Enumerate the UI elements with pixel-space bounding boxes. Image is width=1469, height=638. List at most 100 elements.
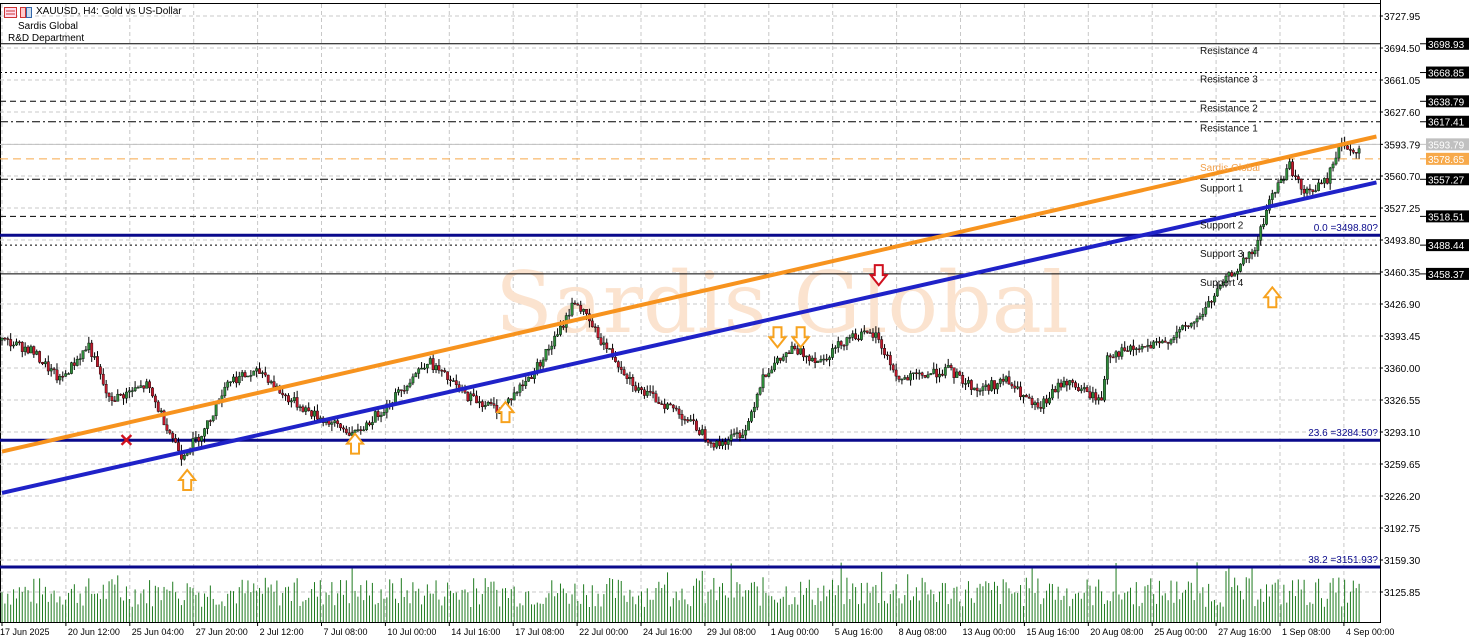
- candle-bull: [478, 401, 481, 404]
- candle-bull: [926, 374, 930, 378]
- candle-bull: [1056, 382, 1060, 393]
- candle-bull: [917, 372, 921, 375]
- candle-bear: [243, 372, 247, 378]
- price-marker-label: 3617.41: [1428, 118, 1465, 129]
- candle-bull: [200, 436, 204, 442]
- candle-bull: [159, 410, 163, 413]
- candle-bear: [454, 380, 458, 385]
- candle-bear: [174, 438, 178, 443]
- candle-bull: [136, 387, 140, 389]
- candle-bull: [1103, 379, 1106, 401]
- arrow-up-icon: [495, 400, 516, 424]
- candle-bear: [284, 394, 287, 397]
- candle-bear: [272, 381, 276, 388]
- candle-bull: [755, 393, 759, 408]
- candle-bear: [38, 351, 42, 363]
- candle-bear: [1024, 394, 1028, 398]
- candle-bear: [3, 337, 7, 340]
- candle-bull: [269, 381, 273, 383]
- price-marker-box: [1426, 267, 1469, 280]
- candle-bull: [645, 390, 649, 396]
- candle-bear: [96, 356, 99, 367]
- time-tick-label: 22 Jul 00:00: [579, 627, 628, 637]
- candle-bull: [1097, 397, 1101, 401]
- candle-bull: [1218, 285, 1222, 289]
- candle-bear: [674, 407, 678, 410]
- candle-bull: [556, 334, 559, 337]
- time-tick-label: 1 Aug 00:00: [771, 627, 819, 637]
- candle-bull: [744, 430, 748, 436]
- candle-bull: [1192, 321, 1196, 324]
- candle-bull: [1256, 240, 1260, 251]
- candle-bear: [813, 357, 817, 363]
- candle-bear: [625, 374, 629, 379]
- arrow-up-icon: [177, 468, 198, 492]
- candle-bull: [420, 368, 423, 370]
- candle-bull: [1042, 398, 1046, 409]
- candle-bear: [1244, 257, 1248, 260]
- candle-bear: [868, 332, 872, 334]
- candle-bull: [1004, 376, 1008, 382]
- price-marker-box: [1426, 66, 1469, 79]
- candle-bear: [677, 408, 681, 415]
- candle-bear: [651, 391, 655, 394]
- time-tick-label: 5 Aug 16:00: [835, 627, 883, 637]
- candle-bull: [553, 335, 557, 347]
- candle-bull: [365, 422, 368, 431]
- candle-bear: [683, 419, 687, 421]
- candle-bear: [113, 400, 117, 402]
- candle-bear: [622, 369, 626, 375]
- candle-bear: [107, 392, 111, 397]
- plot-content: Sardis Global ✕: [0, 4, 1380, 622]
- candle-bull: [1189, 322, 1193, 327]
- candle-bull: [229, 381, 232, 383]
- candle-bull: [1288, 161, 1292, 169]
- candle-bear: [648, 390, 652, 393]
- candle-bull: [1215, 288, 1219, 297]
- candle-bear: [437, 365, 441, 371]
- candle-bull: [637, 387, 640, 391]
- candle-bull: [1227, 272, 1231, 277]
- candle-bull: [425, 363, 429, 369]
- candle-bear: [807, 355, 811, 362]
- candle-bull: [362, 429, 366, 432]
- candle-bear: [171, 432, 175, 439]
- candle-bear: [301, 406, 305, 412]
- candle-bull: [139, 385, 143, 388]
- candle-bull: [776, 357, 779, 364]
- candle-bear: [41, 362, 44, 365]
- candle-bear: [110, 396, 114, 401]
- candlestick-menu-icon[interactable]: [4, 7, 34, 19]
- candle-bull: [252, 370, 256, 376]
- candle-bear: [842, 344, 846, 347]
- arrow-down-icon: [767, 326, 788, 349]
- candle-bear: [709, 442, 713, 444]
- candle-bull: [819, 359, 823, 362]
- candle-bull: [1259, 226, 1263, 241]
- candle-bull: [964, 383, 967, 385]
- candle-bull: [70, 362, 73, 374]
- candle-bull: [790, 345, 794, 354]
- candle-bull: [816, 361, 820, 363]
- candle-bear: [1354, 152, 1358, 154]
- candle-bear: [1027, 396, 1031, 399]
- candle-bull: [998, 378, 1002, 384]
- candle-bull: [1276, 182, 1280, 193]
- candle-bull: [828, 357, 831, 360]
- candle-bear: [585, 309, 588, 314]
- candle-bear: [697, 430, 701, 435]
- candle-bear: [17, 341, 21, 344]
- level-label: Resistance 2: [1200, 103, 1258, 114]
- price-marker-box: [1426, 239, 1469, 252]
- blue-channel-bottom: [1, 180, 1377, 495]
- candle-bear: [449, 379, 452, 382]
- candle-bull: [1022, 394, 1025, 398]
- price-tick-label: 3727.95: [1384, 12, 1421, 23]
- price-tick-label: 3661.05: [1384, 76, 1421, 87]
- level-label: Support 3: [1200, 249, 1244, 260]
- candle-bear: [854, 333, 858, 340]
- candle-bull: [1204, 307, 1208, 315]
- candle-bear: [718, 440, 722, 446]
- arrow-down-icon: [790, 326, 811, 349]
